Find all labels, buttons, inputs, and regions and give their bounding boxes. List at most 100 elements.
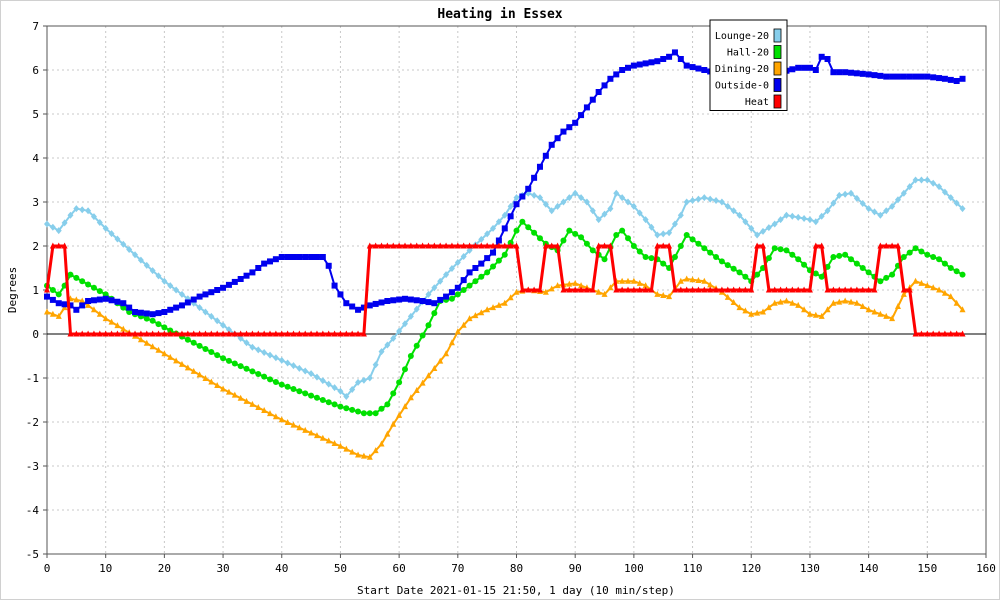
series-lounge-20-point: [507, 202, 514, 210]
series-hall-20-point: [812, 270, 819, 277]
series-lounge-20-point: [578, 194, 585, 202]
series-heat-point: [765, 286, 772, 293]
series-heat-point: [261, 330, 268, 337]
series-lounge-20-point: [501, 211, 508, 219]
series-heat-point: [625, 286, 632, 293]
series-heat-point: [630, 286, 637, 293]
series-heat-point: [355, 330, 362, 337]
series-heat-point: [313, 330, 320, 337]
series-hall-20-point: [795, 256, 802, 263]
series-lounge-20-point: [255, 346, 262, 354]
series-dining-20-point: [443, 350, 450, 357]
series-heat-point: [349, 330, 356, 337]
series-outside-0-point: [654, 58, 661, 65]
series-hall-20-point: [701, 245, 708, 252]
series-dining-20-point: [654, 290, 661, 297]
series-heat-point: [777, 286, 784, 293]
series-dining-20-point: [102, 315, 109, 322]
series-lounge-20-point: [736, 211, 743, 219]
series-heat-point: [853, 286, 860, 293]
series-lounge-20-point: [595, 216, 602, 224]
x-tick-label: 70: [451, 562, 464, 575]
series-lounge-20-point: [407, 312, 414, 320]
series-hall-20-point: [355, 408, 362, 415]
series-dining-20-point: [824, 306, 831, 313]
series-hall-20-point: [578, 234, 585, 241]
series-lounge-20-point: [396, 327, 403, 335]
series-outside-0-point: [196, 293, 203, 300]
series-heat-point: [143, 330, 150, 337]
series-hall-20-point: [531, 229, 538, 236]
series-outside-0-point: [848, 69, 855, 76]
x-tick-label: 160: [976, 562, 996, 575]
series-outside-0-point: [589, 96, 596, 103]
series-outside-0-point: [261, 260, 268, 267]
series-heat-point: [848, 286, 855, 293]
series-lounge-20: [44, 176, 966, 400]
series-outside-0-point: [812, 67, 819, 73]
series-dining-20-point: [842, 297, 849, 304]
series-heat-point: [401, 242, 408, 249]
series-dining-20-point: [783, 297, 790, 304]
series-dining-20-point: [924, 282, 931, 289]
series-hall-20-point: [883, 274, 890, 281]
series-hall-20-point: [625, 235, 632, 242]
series-dining-20-point: [360, 452, 367, 459]
series-heat-point: [759, 242, 766, 249]
series-hall-20-point: [589, 247, 596, 254]
x-tick-label: 120: [741, 562, 761, 575]
series-outside-0-point: [443, 293, 450, 300]
series-heat-point: [824, 286, 831, 293]
series-outside-0-point: [331, 282, 338, 289]
series-lounge-20-point: [96, 219, 103, 227]
series-outside-0-point: [255, 265, 262, 271]
series-lounge-20-point: [865, 205, 872, 213]
series-heat-point: [507, 242, 514, 249]
series-heat-point: [161, 330, 168, 337]
series-lounge-20-point: [132, 251, 139, 259]
series-lounge-20-point: [290, 362, 297, 370]
series-dining-20-point: [484, 306, 491, 313]
series-outside-0-point: [554, 135, 561, 142]
series-heat-point: [167, 330, 174, 337]
series-lounge-20-point: [126, 246, 133, 254]
series-dining-20-point: [836, 298, 843, 305]
y-tick-label: -5: [26, 548, 39, 561]
series-dining-20-point: [208, 378, 215, 385]
series-dining-20-point: [231, 391, 238, 398]
series-heat-point: [642, 286, 649, 293]
series-outside-0-point: [55, 300, 62, 307]
series-outside-0-point: [519, 193, 526, 200]
series-lounge-20-point: [718, 198, 725, 206]
series-outside-0-point: [883, 73, 890, 80]
series-outside-0-point: [525, 185, 532, 192]
series-dining-20: [44, 275, 966, 460]
series-hall-20-point: [167, 327, 174, 334]
series-hall-20-point: [918, 248, 925, 255]
legend-label: Heat: [745, 97, 769, 108]
series-outside-0-point: [924, 73, 931, 80]
series-outside-0-point: [454, 284, 461, 291]
series-heat-point: [85, 330, 92, 337]
series-heat-point: [889, 242, 896, 249]
series-outside-0-point: [959, 75, 966, 82]
series-lounge-20-point: [284, 359, 291, 367]
series-lounge-20-point: [296, 364, 303, 372]
series-hall-20-point: [941, 260, 948, 267]
series-hall-20-point: [495, 257, 502, 264]
series-lounge-20-point: [765, 224, 772, 232]
series-outside-0-point: [384, 298, 391, 304]
series-heat-point: [671, 286, 678, 293]
series-outside-0-point: [894, 73, 901, 80]
series-heat-point: [413, 242, 420, 249]
series-outside-0-point: [595, 89, 602, 95]
series-hall-20-point: [742, 273, 749, 280]
series-hall-20-point: [848, 256, 855, 263]
series-heat-point: [660, 242, 667, 249]
series-lounge-20-point: [114, 235, 121, 243]
series-heat-point: [894, 242, 901, 249]
series-hall-20-point: [513, 227, 520, 234]
y-tick-label: 2: [32, 240, 39, 253]
series-outside-0-point: [941, 75, 948, 82]
series-hall-20-point: [930, 254, 937, 260]
